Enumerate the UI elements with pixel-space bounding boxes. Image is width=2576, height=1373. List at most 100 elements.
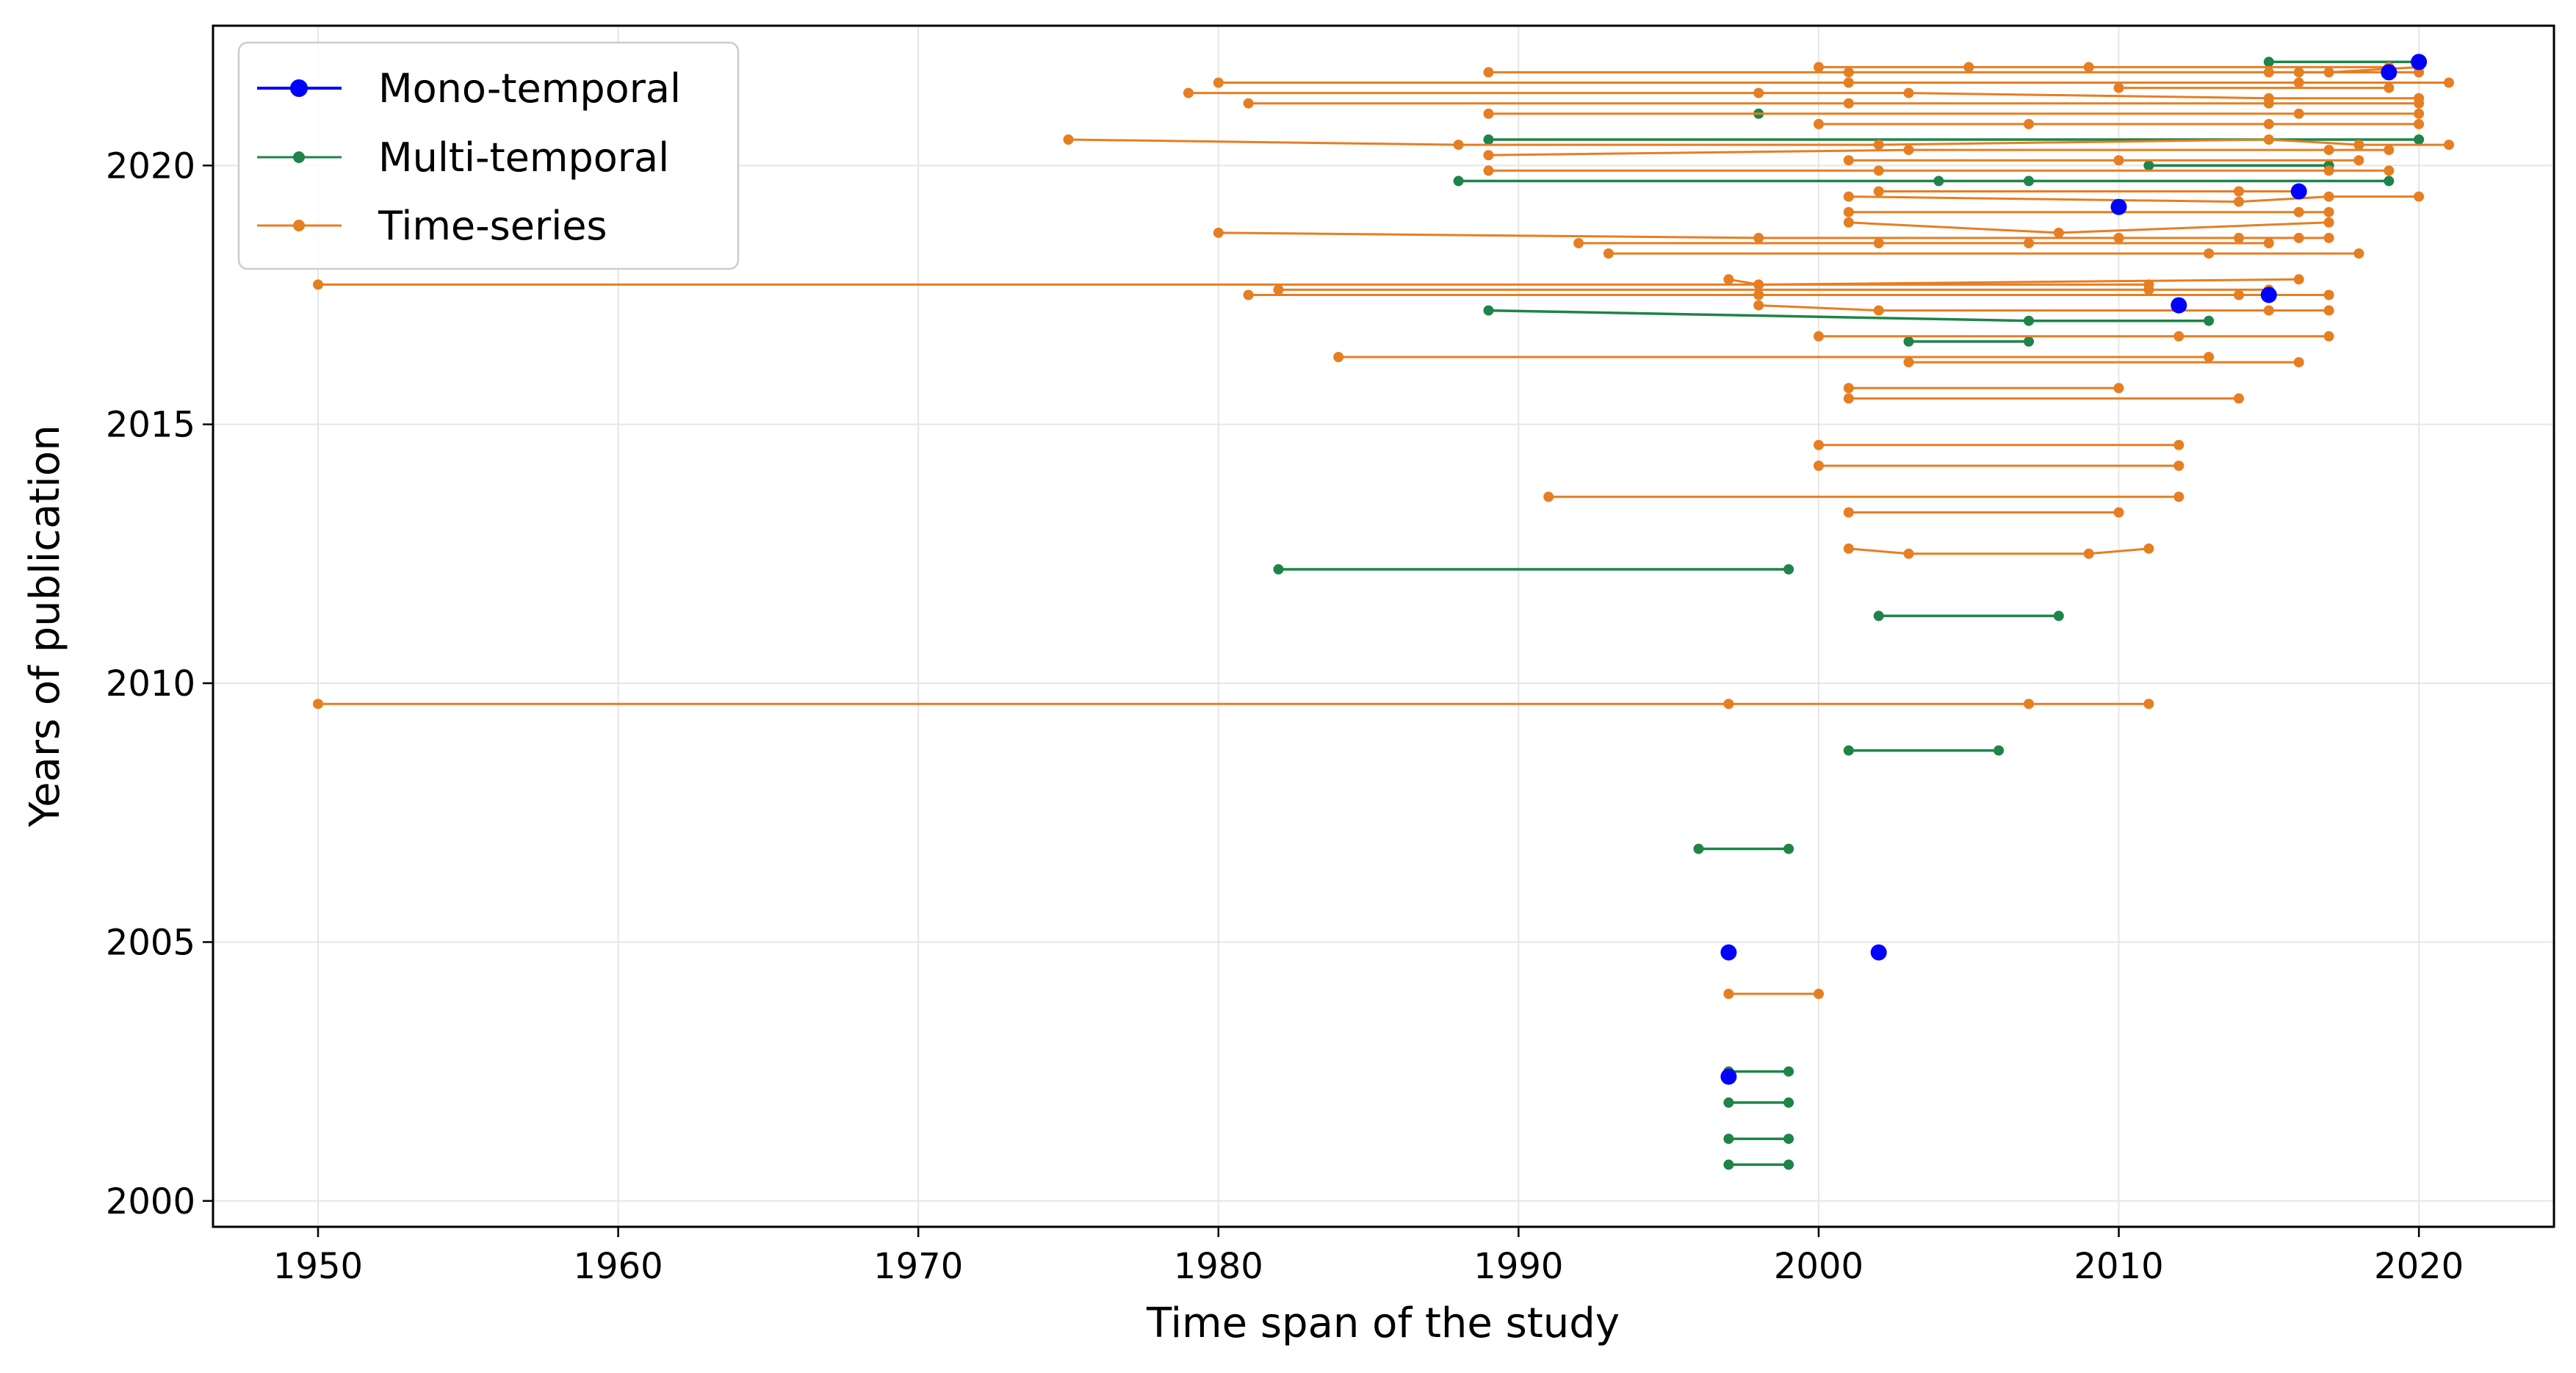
time-series-point	[1723, 274, 1734, 285]
time-series-span-line	[1068, 138, 2449, 146]
time-series-point	[1903, 87, 1914, 98]
time-series-point	[1903, 357, 1914, 368]
time-series-point	[1243, 289, 1254, 300]
mono-temporal-point	[2381, 64, 2398, 81]
time-series-point	[2323, 331, 2334, 342]
time-series-point	[1903, 145, 1914, 156]
time-series-point	[2323, 232, 2334, 243]
time-series-point	[1333, 352, 1344, 362]
multi-temporal-point	[2053, 610, 2064, 621]
x-tick-label: 2020	[2374, 1246, 2464, 1287]
multi-temporal-point	[1783, 1134, 1794, 1145]
legend-marker-time-series	[293, 220, 305, 231]
time-series-point	[1723, 699, 1734, 710]
time-series-point	[2113, 232, 2124, 243]
time-series-span-line	[1848, 195, 2420, 203]
time-series-point	[2293, 274, 2304, 285]
time-series-point	[2323, 191, 2334, 202]
time-series-point	[2293, 206, 2304, 217]
multi-temporal-point	[1483, 305, 1494, 316]
multi-temporal-point	[1483, 134, 1494, 145]
multi-temporal-point	[1273, 564, 1284, 574]
time-series-point	[2263, 67, 2274, 78]
time-series-point	[2143, 543, 2154, 554]
time-series-point	[1843, 543, 1854, 554]
time-series-point	[2234, 196, 2244, 207]
mono-temporal-point	[2260, 287, 2277, 303]
time-series-point	[2323, 305, 2334, 316]
multi-temporal-point	[1843, 745, 1854, 756]
y-axis-label: Years of publication	[21, 425, 69, 827]
time-series-point	[2414, 108, 2425, 119]
multi-temporal-point	[1453, 176, 1464, 187]
multi-temporal-point	[2024, 315, 2034, 326]
x-tick-label: 2010	[2074, 1246, 2163, 1287]
multi-temporal-point	[1994, 745, 2005, 756]
time-series-point	[2384, 145, 2395, 156]
time-series-point	[1453, 140, 1464, 151]
time-series-point	[2293, 357, 2304, 368]
time-series-point	[2353, 155, 2364, 166]
time-series-point	[2173, 439, 2184, 450]
multi-temporal-point	[2143, 160, 2154, 171]
multi-temporal-point	[1783, 1159, 1794, 1170]
y-axis-ticks: 2000 2005 2010 2015 2020	[106, 145, 213, 1222]
time-series-point	[1873, 238, 1884, 248]
time-series-point	[2113, 507, 2124, 518]
legend-label-mono-temporal: Mono-temporal	[378, 65, 681, 112]
time-series-point	[2083, 548, 2094, 559]
time-series-span-line	[1758, 304, 2329, 312]
time-series-point	[1843, 383, 1854, 394]
multi-temporal-point	[2263, 57, 2274, 68]
time-series-point	[2384, 82, 2395, 93]
time-series-span-line	[1218, 231, 2329, 239]
plot-frame	[212, 24, 2555, 1228]
x-axis-label: Time span of the study	[1146, 1300, 1620, 1347]
multi-temporal-point	[1723, 1097, 1734, 1108]
time-series-span-line	[1488, 148, 2389, 156]
time-series-point	[2024, 699, 2034, 710]
time-series-point	[2234, 186, 2244, 197]
time-series-point	[2384, 165, 2395, 176]
x-tick-label: 1980	[1174, 1246, 1263, 1287]
time-series-point	[1543, 491, 1554, 502]
time-series-point	[1903, 548, 1914, 559]
time-series-point	[1243, 98, 1254, 109]
time-series-point	[1213, 77, 1224, 88]
legend-entry-multi-temporal: Multi-temporal	[257, 134, 669, 181]
time-series-point	[2414, 93, 2425, 104]
time-series-point	[2323, 145, 2334, 156]
time-series-point	[1273, 284, 1284, 295]
y-tick-label: 2020	[106, 145, 195, 187]
y-tick-label: 2010	[106, 663, 195, 704]
multi-temporal-point	[1723, 1159, 1734, 1170]
legend-marker-multi-temporal	[293, 151, 305, 163]
mono-temporal-point	[2411, 54, 2428, 71]
time-series-point	[1814, 988, 1824, 999]
time-series-point	[1603, 248, 1614, 259]
time-series-point	[2263, 118, 2274, 129]
time-series-point	[1814, 62, 1824, 73]
time-series-point	[1753, 232, 1764, 243]
multi-temporal-point	[2024, 336, 2034, 347]
time-series-point	[1753, 87, 1764, 98]
time-series-point	[1873, 140, 1884, 151]
time-series-point	[2293, 67, 2304, 78]
time-series-point	[2204, 352, 2215, 362]
time-series-point	[2323, 165, 2334, 176]
time-series-point	[2173, 331, 2184, 342]
time-series-point	[2234, 232, 2244, 243]
legend-marker-mono-temporal	[290, 79, 308, 97]
multi-temporal-point	[2204, 315, 2215, 326]
time-series-point	[2353, 248, 2364, 259]
x-tick-label: 1990	[1473, 1246, 1563, 1287]
time-series-point	[2143, 279, 2154, 290]
time-series-point	[1843, 507, 1854, 518]
multi-temporal-point	[2024, 176, 2034, 187]
time-series-point	[2053, 227, 2064, 238]
time-series-point	[2444, 77, 2454, 88]
multi-temporal-point	[2384, 176, 2395, 187]
time-series-point	[1063, 134, 1074, 145]
multi-temporal-point	[1783, 1066, 1794, 1077]
time-series-point	[2113, 155, 2124, 166]
